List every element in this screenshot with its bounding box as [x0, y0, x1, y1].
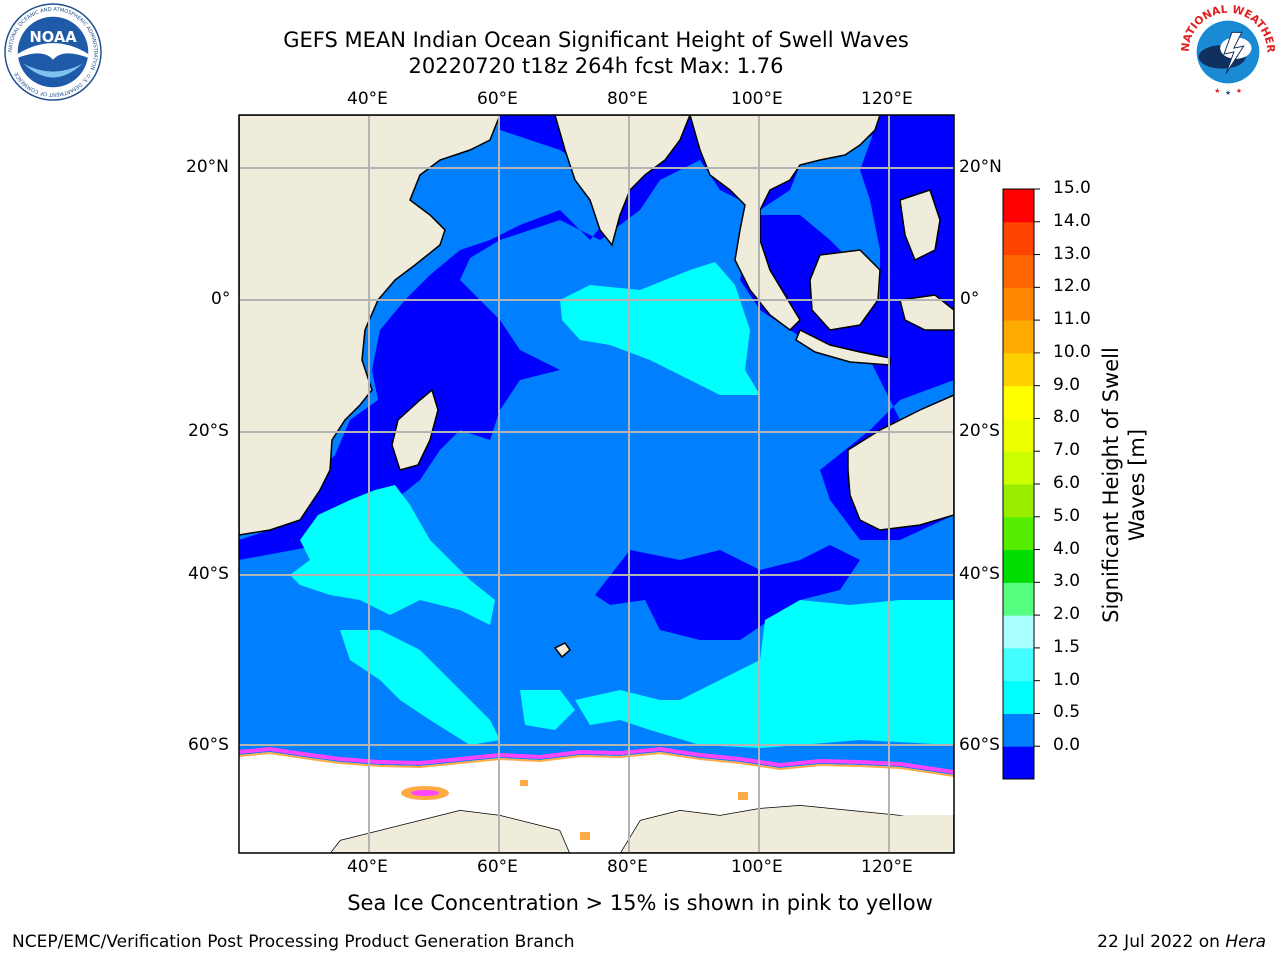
colorbar-label: 15.0: [1053, 178, 1091, 198]
map-frame: [238, 114, 955, 854]
colorbar-segment: [1003, 352, 1034, 387]
colorbar-label: 2.0: [1053, 604, 1081, 625]
colorbar-segment: [1003, 746, 1034, 780]
colorbar-title: Significant Height of Swell Waves [m]: [1099, 347, 1149, 623]
colorbar-segment: [1003, 385, 1034, 419]
colorbar-segment: [1003, 680, 1034, 714]
lat-label-left: 40°S: [188, 564, 229, 584]
ice-edge: [239, 746, 954, 777]
footer-host: Hera: [1225, 932, 1266, 952]
ice-patches: [401, 780, 748, 840]
land-masses: [239, 115, 954, 853]
lat-label-right: 20°N: [959, 157, 1002, 177]
lon-label-top: 40°E: [347, 89, 388, 109]
nws-logo: NATIONAL WEATHER SERVICE ★ ★ ★: [1178, 3, 1277, 100]
colorbar-label: 1.5: [1053, 636, 1081, 657]
colorbar-segment: [1003, 254, 1034, 288]
lat-label-right: 0°: [960, 289, 980, 309]
colorbar: [1003, 189, 1034, 780]
footer-credit: NCEP/EMC/Verification Post Processing Pr…: [12, 932, 575, 952]
lon-label-bottom: 120°E: [861, 857, 913, 877]
lon-label-bottom: 40°E: [347, 857, 388, 877]
graticule: [239, 115, 954, 853]
colorbar-label: 8.0: [1053, 407, 1081, 428]
colorbar-segment: [1003, 549, 1034, 583]
colorbar-ticks: [1034, 188, 1040, 747]
footer-date: 22 Jul 2022 on Hera: [1097, 932, 1266, 952]
lon-label-bottom: 60°E: [477, 857, 518, 877]
colorbar-label: 12.0: [1053, 276, 1091, 297]
sea-ice-note: Sea Ice Concentration > 15% is shown in …: [347, 891, 933, 915]
lat-label-left: 0°: [211, 289, 231, 309]
colorbar-segment: [1003, 647, 1034, 682]
colorbar-segment: [1003, 615, 1034, 649]
colorbar-label: 10.0: [1053, 341, 1091, 362]
colorbar-label: 14.0: [1053, 210, 1091, 231]
colorbar-label: 5.0: [1053, 505, 1081, 526]
lon-label-top: 100°E: [731, 89, 783, 109]
colorbar-segment: [1003, 484, 1034, 518]
colorbar-segment: [1003, 451, 1034, 485]
colorbar-segment: [1003, 320, 1034, 354]
colorbar-label: 0.5: [1053, 702, 1081, 723]
sea-ice: [239, 752, 954, 853]
colorbar-segment: [1003, 221, 1034, 256]
lon-label-top: 80°E: [607, 89, 648, 109]
lat-label-left: 20°N: [186, 157, 229, 177]
colorbar-segment: [1003, 418, 1034, 452]
colorbar-label: 11.0: [1053, 309, 1091, 330]
colorbar-segment: [1003, 189, 1034, 223]
lat-label-left: 60°S: [188, 735, 229, 755]
colorbar-label: 6.0: [1053, 473, 1081, 493]
lon-label-bottom: 100°E: [731, 857, 783, 877]
colorbar-label: 4.0: [1053, 538, 1081, 559]
lat-label-right: 60°S: [959, 735, 1000, 755]
svg-text:★: ★: [1225, 89, 1231, 97]
lon-label-bottom: 80°E: [607, 857, 648, 877]
colorbar-label: 9.0: [1053, 374, 1081, 395]
noaa-logo: NOAA NATIONAL OCEANIC AND ATMOSPHERIC AD…: [4, 3, 102, 101]
colorbar-label: 7.0: [1053, 440, 1081, 461]
svg-text:★: ★: [1214, 87, 1220, 95]
lat-label-right: 40°S: [959, 564, 1000, 584]
lat-label-left: 20°S: [188, 421, 229, 441]
noaa-logo-text: NOAA: [29, 29, 77, 46]
colorbar-label: 13.0: [1053, 243, 1091, 264]
chart-subtitle: 20220720 t18z 264h fcst Max: 1.76: [408, 54, 784, 78]
colorbar-segment: [1003, 582, 1034, 616]
lon-label-top: 120°E: [861, 89, 913, 109]
svg-text:★: ★: [1236, 87, 1242, 95]
colorbar-segment: [1003, 516, 1034, 551]
chart-title: GEFS MEAN Indian Ocean Significant Heigh…: [283, 28, 909, 52]
footer-date-text: 22 Jul 2022 on: [1097, 932, 1226, 952]
swell-band-1.0-1.5: [290, 262, 954, 748]
colorbar-label: 3.0: [1053, 571, 1081, 592]
colorbar-segment: [1003, 713, 1034, 747]
colorbar-label: 1.0: [1053, 669, 1081, 690]
colorbar-segment: [1003, 287, 1034, 321]
colorbar-label: 0.0: [1053, 735, 1081, 756]
lon-label-top: 60°E: [477, 89, 518, 109]
lat-label-right: 20°S: [959, 421, 1000, 441]
